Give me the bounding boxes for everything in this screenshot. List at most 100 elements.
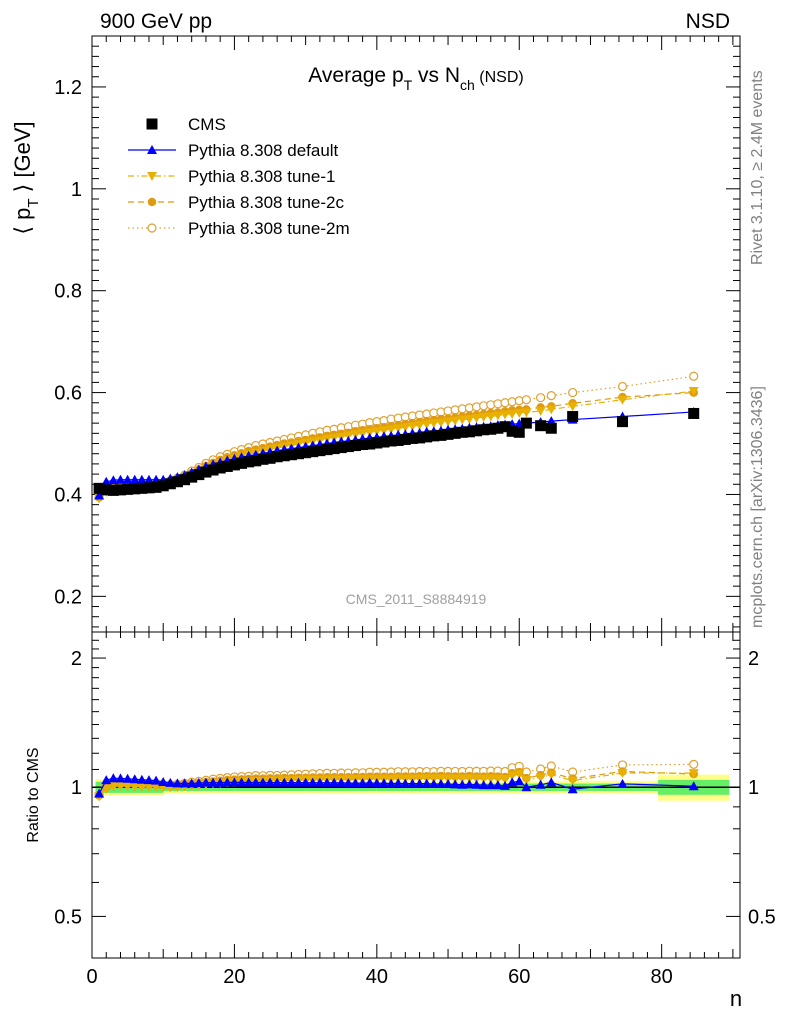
ratio-point: [293, 777, 304, 787]
x-tick-label: 60: [508, 966, 530, 988]
legend-label: Pythia 8.308 tune-2c: [188, 193, 344, 212]
data-point: [350, 430, 361, 440]
ratio-point: [450, 779, 461, 789]
ratio-point: [165, 777, 176, 787]
ratio-point: [343, 778, 354, 788]
ratio-point: [329, 777, 340, 787]
data-point: [485, 412, 496, 422]
legend: CMS Pythia 8.308 default Pythia 8.308 tune…: [128, 115, 350, 238]
data-point: [500, 410, 511, 420]
legend-label: Pythia 8.308 default: [188, 141, 339, 160]
ratio-point: [151, 782, 162, 792]
ratio-point: [617, 769, 628, 779]
legend-item: Pythia 8.308 default: [128, 141, 339, 160]
data-point: [278, 450, 290, 462]
data-point: [435, 418, 446, 428]
data-point: [93, 482, 105, 494]
ratio-point: [464, 774, 475, 784]
data-point: [143, 474, 154, 484]
data-point: [285, 449, 297, 461]
data-point: [179, 474, 191, 486]
ratio-point: [521, 776, 532, 786]
main-x-axis: [91, 36, 734, 632]
data-point: [328, 443, 340, 455]
data-point: [492, 422, 504, 434]
ratio-point: [500, 780, 511, 790]
ratio-point: [143, 775, 154, 785]
ratio-point: [478, 774, 489, 784]
data-point: [214, 462, 226, 474]
ratio-point: [243, 777, 254, 787]
y-tick-label: 0.8: [54, 281, 82, 303]
ratio-point: [129, 782, 140, 792]
legend-item: CMS: [146, 115, 226, 134]
ratio-point: [457, 774, 468, 784]
ratio-point: [122, 781, 133, 791]
data-point: [314, 445, 326, 457]
ratio-point: [321, 777, 332, 787]
ratio-point: [567, 784, 578, 794]
main-series: [93, 371, 700, 504]
data-point: [471, 414, 482, 424]
data-point: [492, 411, 503, 421]
data-point: [257, 453, 269, 465]
ratio-y-tick-label-right: 0.5: [748, 906, 776, 928]
ratio-point: [286, 777, 297, 787]
data-point: [349, 440, 361, 452]
ratio-point: [443, 779, 454, 789]
data-point: [471, 425, 483, 437]
data-point: [228, 459, 240, 471]
ratio-y-tick-label: 1: [71, 777, 82, 799]
data-point: [521, 395, 531, 405]
ratio-point: [300, 777, 311, 787]
data-point: [378, 426, 389, 436]
data-point: [456, 426, 468, 438]
ratio-point: [108, 782, 119, 792]
data-point: [449, 427, 461, 439]
ratio-point: [421, 778, 432, 788]
data-point: [535, 420, 547, 432]
ratio-point: [364, 777, 375, 787]
ratio-point: [179, 778, 190, 788]
ratio-point: [393, 778, 404, 788]
data-point: [443, 417, 454, 427]
ratio-point: [492, 774, 503, 784]
ratio-y-tick-label-right: 1: [748, 777, 759, 799]
ratio-point: [450, 774, 461, 784]
ratio-point: [236, 777, 247, 787]
data-point: [399, 433, 411, 445]
data-point: [478, 413, 489, 423]
x-tick-label: 40: [366, 966, 388, 988]
ratio-y-tick-label: 2: [71, 648, 82, 670]
y-tick-label: 0.2: [54, 586, 82, 608]
process-label: NSD: [686, 10, 730, 33]
analysis-watermark: CMS_2011_S8884919: [346, 591, 487, 607]
ratio-point: [443, 774, 454, 784]
ratio-point: [272, 777, 283, 787]
ratio-point: [546, 777, 557, 787]
data-point: [108, 475, 119, 485]
ratio-point: [265, 777, 276, 787]
data-point: [386, 425, 397, 435]
legend-marker: [147, 223, 157, 233]
energy-label: 900 GeV pp: [100, 10, 212, 33]
ratio-point: [492, 780, 503, 790]
data-point: [428, 430, 440, 442]
mcplots-label: mcplots.cern.ch [arXiv:1306.3436]: [749, 386, 766, 628]
data-point: [136, 474, 147, 484]
ratio-point: [136, 774, 147, 784]
ratio-point: [535, 779, 546, 789]
data-point: [378, 436, 390, 448]
data-point: [507, 409, 518, 419]
legend-item: Pythia 8.308 tune-2c: [128, 193, 344, 212]
legend-label: Pythia 8.308 tune-2m: [188, 219, 350, 238]
data-point: [521, 408, 532, 418]
ratio-point: [435, 774, 446, 784]
data-point: [414, 432, 426, 444]
data-point: [689, 371, 699, 381]
data-point: [464, 415, 475, 425]
ratio-point: [222, 777, 233, 787]
data-point: [250, 455, 262, 467]
ratio-point: [257, 777, 268, 787]
ratio-series-default: [94, 773, 699, 798]
